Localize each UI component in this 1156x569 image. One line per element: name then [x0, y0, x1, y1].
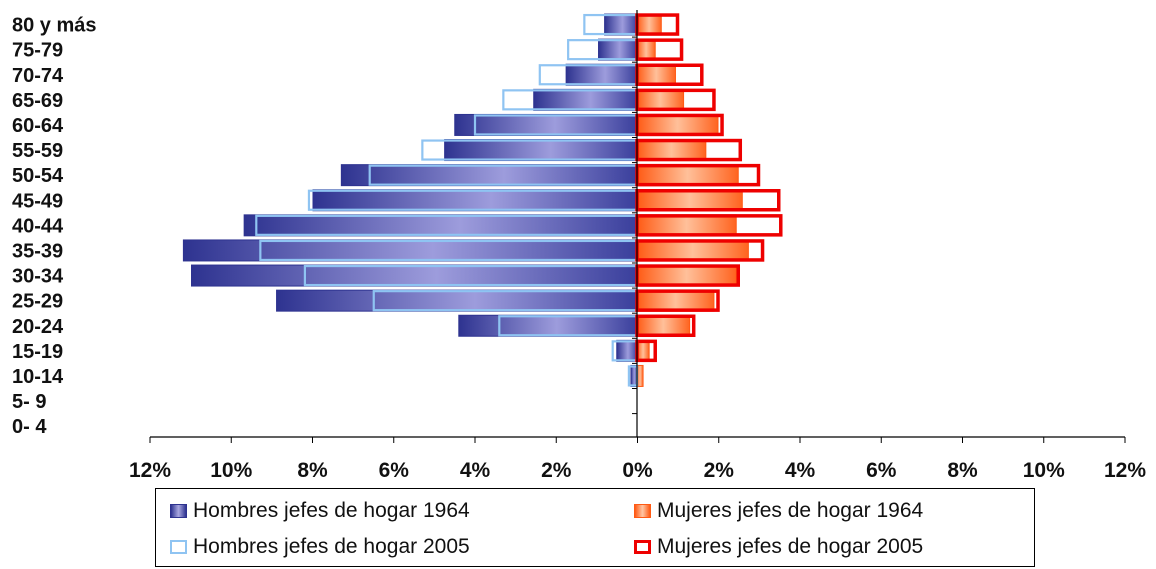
- category-label-20-24: 20-24: [12, 316, 64, 338]
- x-tick-label-3: 6%: [379, 459, 410, 482]
- legend-item-men-1964: Hombres jefes de hogar 1964: [170, 499, 470, 523]
- women-1964-bar-15-19: [636, 339, 650, 362]
- series-women-1964: [636, 13, 749, 387]
- series-men-1964: [182, 13, 638, 387]
- men-1964-bar-70-74: [565, 63, 638, 86]
- category-label-35-39: 35-39: [12, 240, 63, 262]
- men-1964-bar-15-19: [616, 339, 638, 362]
- x-tick-label-11: 10%: [1023, 459, 1065, 482]
- men-1964-bar-65-69: [533, 88, 638, 111]
- category-label-65-69: 65-69: [12, 90, 63, 112]
- x-tick-label-10: 8%: [947, 459, 978, 482]
- x-tick-label-9: 6%: [866, 459, 897, 482]
- category-label-70-74: 70-74: [12, 65, 64, 87]
- legend-item-men-2005: Hombres jefes de hogar 2005: [170, 535, 470, 559]
- women-1964-bar-40-44: [636, 214, 737, 237]
- legend-label-men-1964: Hombres jefes de hogar 1964: [193, 499, 470, 522]
- legend-swatch-men-1964: [170, 504, 187, 518]
- women-1964-bar-50-54: [636, 164, 739, 187]
- men-1964-bar-75-79: [598, 38, 638, 61]
- women-1964-bar-80-y-m-s: [636, 13, 662, 36]
- x-tick-label-2: 8%: [297, 459, 328, 482]
- axes: [149, 10, 1126, 443]
- x-tick-label-7: 2%: [704, 459, 735, 482]
- women-1964-bar-55-59: [636, 139, 707, 162]
- x-tick-label-1: 10%: [210, 459, 252, 482]
- legend-item-women-1964: Mujeres jefes de hogar 1964: [634, 499, 923, 523]
- men-1964-bar-55-59: [444, 139, 638, 162]
- category-label-40-44: 40-44: [12, 215, 64, 237]
- category-label-50-54: 50-54: [12, 165, 64, 187]
- legend: Hombres jefes de hogar 1964 Mujeres jefe…: [155, 488, 1035, 567]
- women-1964-bar-75-79: [636, 38, 656, 61]
- women-1964-bar-30-34: [636, 264, 737, 287]
- women-1964-bar-25-29: [636, 289, 715, 312]
- x-tick-labels: 12% 10% 8% 6% 4% 2% 0% 2% 4% 6% 8% 10% 12%: [129, 459, 1146, 482]
- category-label-60-64: 60-64: [12, 115, 64, 137]
- category-label-10-14: 10-14: [12, 366, 64, 388]
- men-1964-bar-60-64: [454, 113, 638, 136]
- category-label-25-29: 25-29: [12, 291, 63, 313]
- category-label-80-y-m-s: 80 y más: [12, 15, 97, 37]
- men-1964-bar-30-34: [191, 264, 638, 287]
- women-1964-bar-35-39: [636, 239, 749, 262]
- category-label-5-9: 5- 9: [12, 391, 46, 413]
- women-1964-bar-65-69: [636, 88, 685, 111]
- category-label-30-34: 30-34: [12, 266, 64, 288]
- women-1964-bar-70-74: [636, 63, 676, 86]
- women-1964-bar-45-49: [636, 189, 743, 212]
- men-1964-bar-45-49: [312, 189, 638, 212]
- men-1964-bar-80-y-m-s: [604, 13, 638, 36]
- legend-swatch-women-1964: [634, 504, 651, 518]
- x-tick-label-12: 12%: [1104, 459, 1146, 482]
- legend-swatch-men-2005: [170, 540, 187, 554]
- series-women-2005: [635, 13, 783, 363]
- women-1964-bar-60-64: [636, 113, 719, 136]
- x-tick-label-5: 2%: [541, 459, 572, 482]
- x-tick-label-4: 4%: [460, 459, 491, 482]
- legend-item-women-2005: Mujeres jefes de hogar 2005: [634, 535, 923, 559]
- x-tick-label-0: 12%: [129, 459, 171, 482]
- x-tick-label-6: 0%: [622, 459, 653, 482]
- category-label-45-49: 45-49: [12, 190, 63, 212]
- legend-swatch-women-2005: [634, 540, 651, 554]
- x-tick-label-8: 4%: [785, 459, 816, 482]
- category-label-75-79: 75-79: [12, 40, 63, 62]
- women-1964-bar-20-24: [636, 314, 691, 337]
- men-1964-bar-20-24: [458, 314, 638, 337]
- category-label-0-4: 0- 4: [12, 416, 47, 438]
- category-label-15-19: 15-19: [12, 341, 63, 363]
- men-1964-bar-25-29: [276, 289, 638, 312]
- category-labels: 80 y más 75-79 70-74 65-69 60-64 55-59 50-54 45…: [12, 15, 97, 439]
- men-1964-bar-40-44: [243, 214, 638, 237]
- men-1964-bar-50-54: [340, 164, 638, 187]
- category-label-55-59: 55-59: [12, 140, 63, 162]
- men-1964-bar-35-39: [182, 239, 638, 262]
- legend-label-men-2005: Hombres jefes de hogar 2005: [193, 535, 470, 558]
- legend-label-women-1964: Mujeres jefes de hogar 1964: [657, 499, 924, 522]
- legend-label-women-2005: Mujeres jefes de hogar 2005: [657, 535, 924, 558]
